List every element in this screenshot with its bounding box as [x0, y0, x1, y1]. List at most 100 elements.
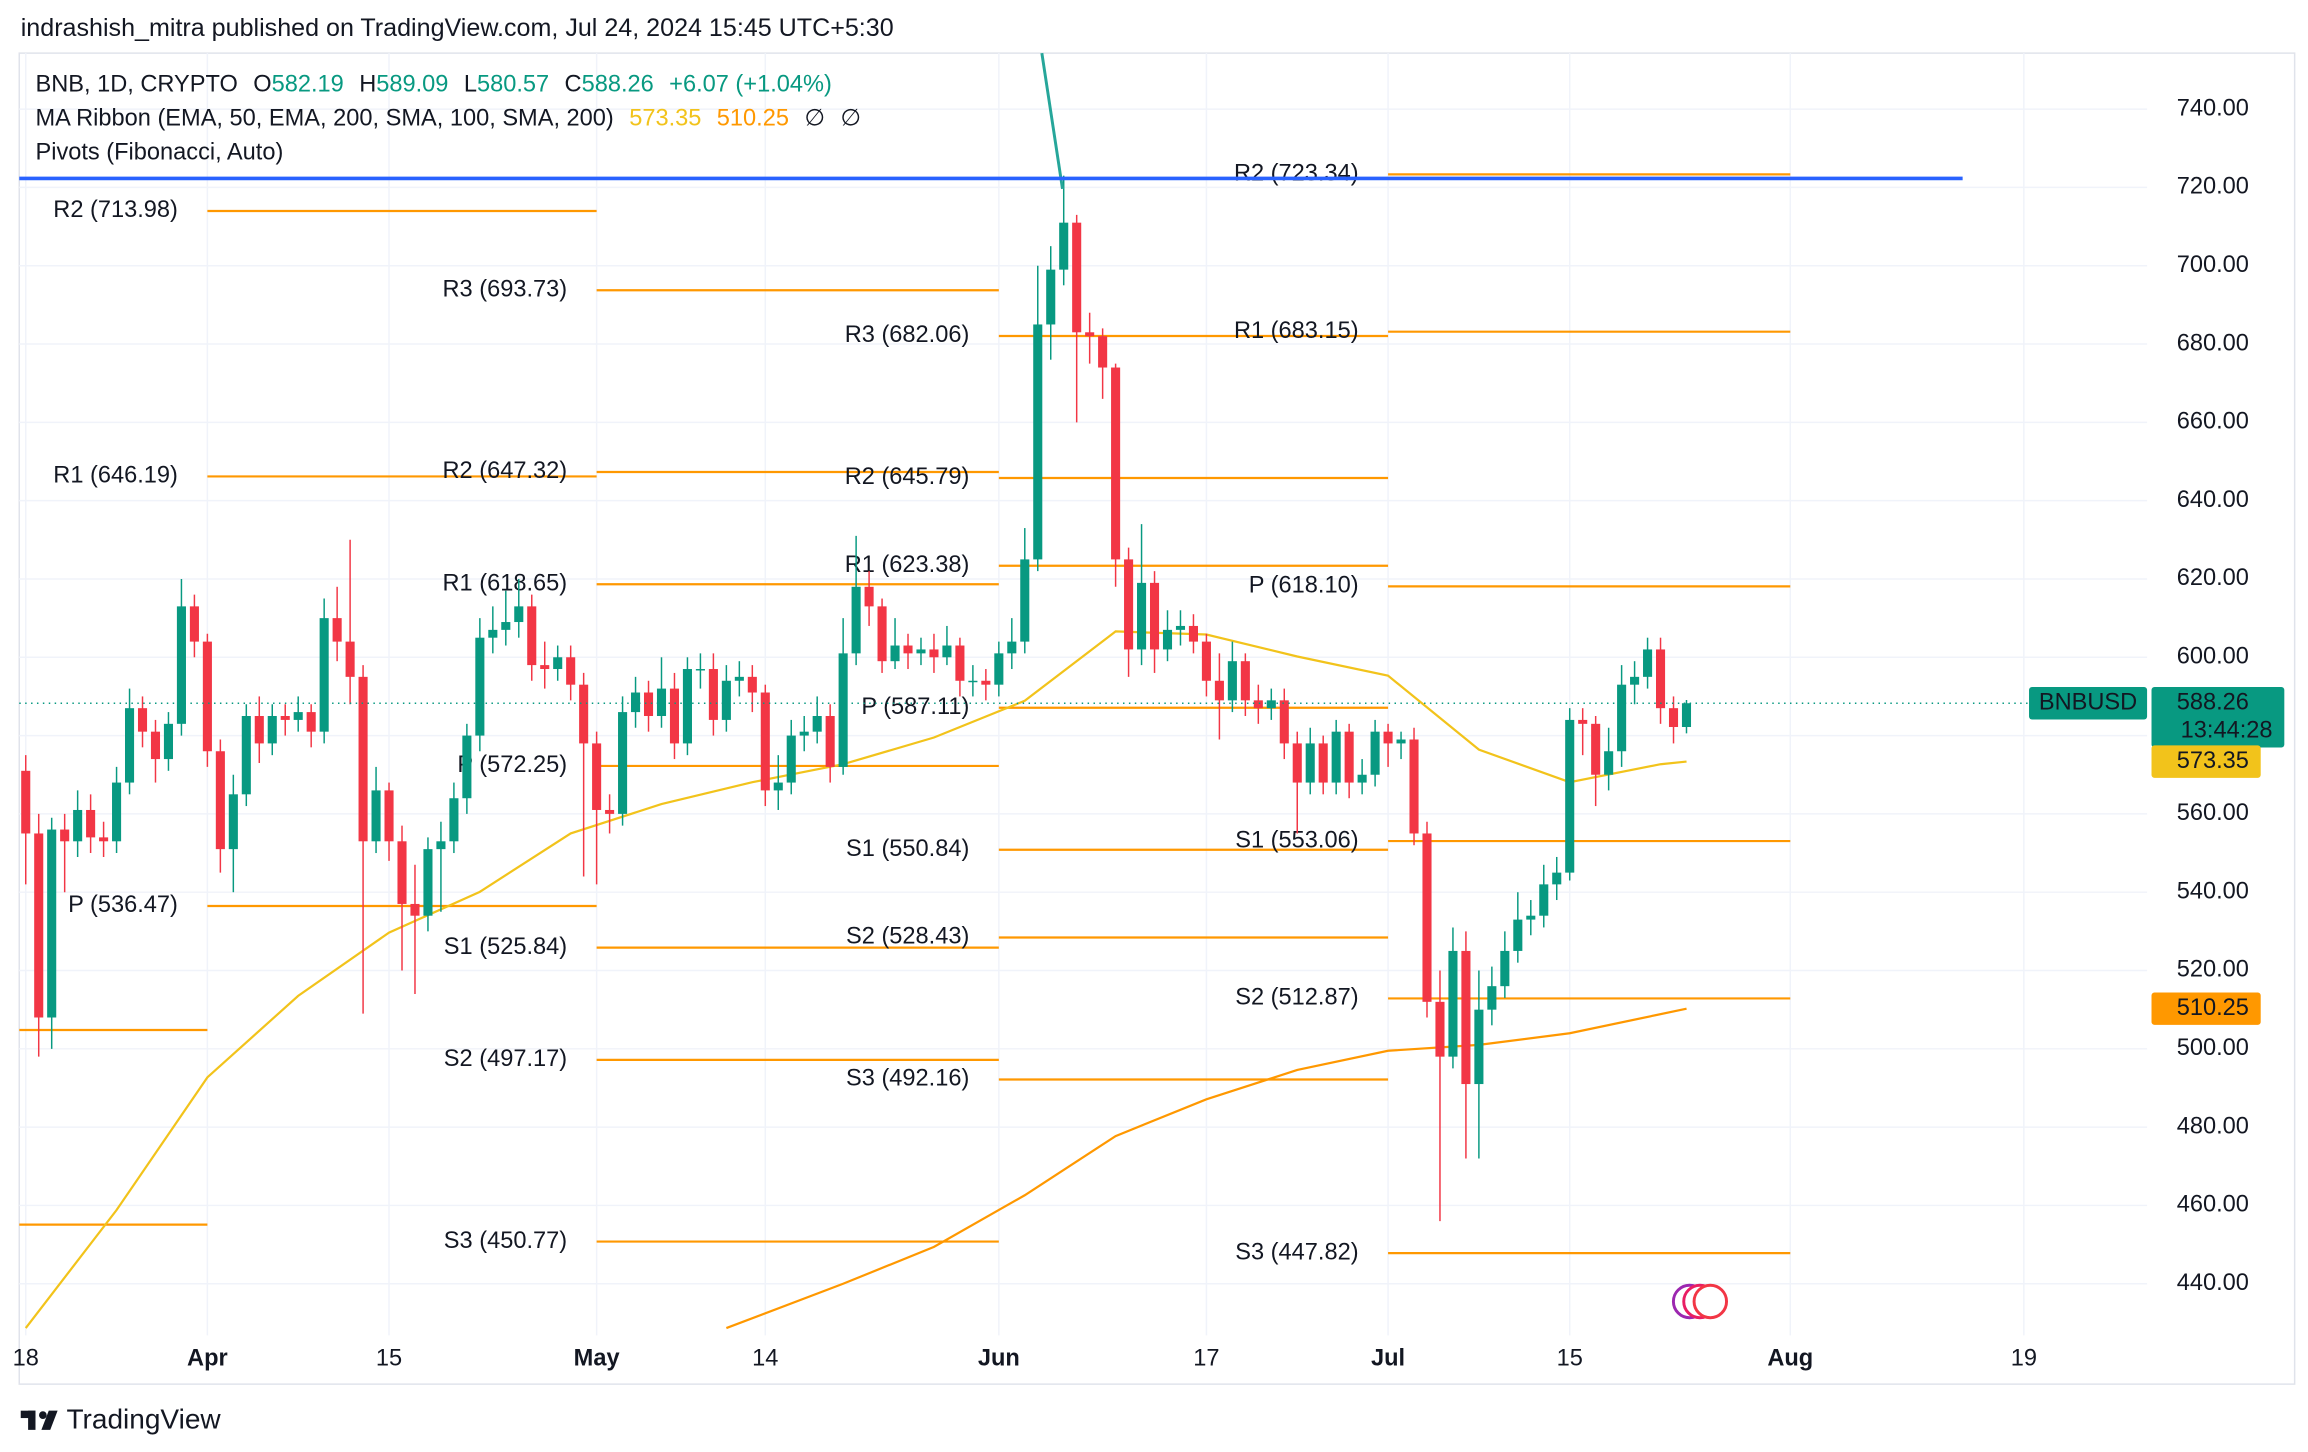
- candle-body: [1059, 222, 1069, 270]
- candle-body: [423, 849, 433, 916]
- y-tick-label: 540.00: [2177, 878, 2249, 904]
- symbol: BNB, 1D, CRYPTO: [35, 72, 237, 98]
- y-tick-label: 700.00: [2177, 252, 2249, 278]
- candle-body: [566, 657, 576, 685]
- candle-body: [112, 782, 122, 842]
- y-tick-label: 460.00: [2177, 1192, 2249, 1218]
- ma-value: 510.25: [717, 106, 789, 132]
- candle-body: [1266, 700, 1276, 709]
- x-tick-label: 17: [1193, 1345, 1219, 1371]
- candle-body: [176, 606, 186, 724]
- candle-body: [1124, 559, 1134, 650]
- candle-body: [1422, 833, 1432, 1002]
- na-mark: ∅: [804, 106, 825, 132]
- pivot-label: S2 (512.87): [1235, 985, 1358, 1011]
- ma-price-box: [2151, 745, 2261, 778]
- candle-body: [942, 645, 952, 658]
- ohlc-value: 588.26: [582, 72, 654, 98]
- candle-body: [1448, 950, 1458, 1057]
- pivot-label: R2 (645.79): [845, 464, 970, 490]
- candle-body: [137, 708, 148, 732]
- candle-body: [267, 716, 277, 744]
- candle-body: [579, 684, 589, 744]
- candle-body: [955, 645, 965, 681]
- candle-body: [1279, 700, 1289, 744]
- logo-shape: [41, 1410, 58, 1430]
- candle-body: [1305, 743, 1315, 783]
- candle-body: [747, 676, 757, 693]
- pivot-label: S2 (528.43): [846, 924, 969, 950]
- candle-body: [150, 731, 161, 760]
- candle-body: [669, 688, 680, 744]
- candle-body: [1162, 629, 1173, 650]
- candle-body: [410, 903, 420, 916]
- x-tick-label: Jun: [978, 1345, 1020, 1371]
- candle-body: [1175, 625, 1186, 630]
- candle-body: [306, 712, 316, 732]
- candle-body: [1357, 774, 1367, 783]
- candle-body: [1617, 684, 1627, 752]
- drawing: [1040, 52, 1064, 190]
- ma-price-box: [2151, 992, 2261, 1025]
- pivot-label: R3 (693.73): [443, 277, 568, 303]
- candle-body: [228, 794, 238, 850]
- candle-body: [1409, 739, 1419, 834]
- candle-body: [1383, 731, 1393, 744]
- candle-body: [1655, 649, 1666, 709]
- y-tick-label: 560.00: [2177, 800, 2249, 826]
- header: indrashish_mitra published on TradingVie…: [21, 14, 894, 42]
- candle-body: [202, 641, 212, 752]
- candle-body: [1539, 884, 1549, 916]
- candle-body: [21, 770, 31, 834]
- candle-body: [371, 790, 381, 842]
- candle-body: [1578, 719, 1588, 724]
- candle-body: [682, 669, 692, 744]
- candle-body: [332, 618, 342, 642]
- change: +6.07 (+1.04%): [669, 72, 832, 98]
- candle-body: [1526, 915, 1536, 920]
- price-label: 588.26: [2177, 689, 2249, 715]
- ohlc-prefix: H: [359, 72, 376, 98]
- ma-line: [725, 1007, 1687, 1330]
- pivot-label: R1 (646.19): [53, 463, 178, 489]
- candle-body: [397, 841, 407, 904]
- event-icons: [1671, 1283, 1729, 1320]
- legend-symbol: BNB, 1D, CRYPTO O582.19 H589.09 L580.57 …: [35, 72, 831, 98]
- y-tick-label: 660.00: [2177, 409, 2249, 435]
- candle-body: [631, 692, 641, 713]
- chart-frame: [18, 52, 2296, 1385]
- candle-body: [462, 735, 472, 799]
- candle-body: [864, 586, 874, 607]
- candle-body: [812, 716, 822, 732]
- candle-body: [1292, 743, 1302, 783]
- candle-body: [656, 688, 667, 717]
- candle-body: [890, 645, 900, 662]
- candle-body: [1188, 625, 1198, 642]
- candle-body: [1552, 872, 1562, 885]
- candle-body: [799, 731, 809, 736]
- candle-body: [475, 637, 485, 736]
- pivot-label: R3 (682.06): [845, 322, 970, 348]
- overlay: BNBUSD 588.26 13:44:28 573.35 510.25: [19, 176, 2285, 1025]
- x-tick-label: 15: [376, 1345, 402, 1371]
- x-tick-label: Aug: [1767, 1345, 1813, 1371]
- y-tick-label: 480.00: [2177, 1113, 2249, 1139]
- y-tick-label: 640.00: [2177, 487, 2249, 513]
- ohlc-prefix: C: [565, 72, 582, 98]
- pivot-label: S3 (447.82): [1235, 1239, 1358, 1265]
- candle-body: [1149, 582, 1160, 650]
- candle-body: [1253, 700, 1263, 709]
- pivot-label: R1 (623.38): [845, 552, 970, 578]
- pivot-label: S1 (550.84): [846, 836, 969, 862]
- ticker-label: BNBUSD: [2039, 689, 2137, 715]
- candle-body: [592, 743, 602, 810]
- pivot-label: P (587.11): [861, 694, 969, 720]
- candle-body: [1630, 676, 1640, 685]
- footer: TradingView: [66, 1403, 221, 1434]
- candle-body: [1668, 708, 1679, 728]
- x-tick-label: 18: [13, 1345, 39, 1371]
- x-tick-label: Jul: [1371, 1345, 1405, 1371]
- candle-body: [553, 657, 563, 670]
- candle-body: [1681, 703, 1692, 728]
